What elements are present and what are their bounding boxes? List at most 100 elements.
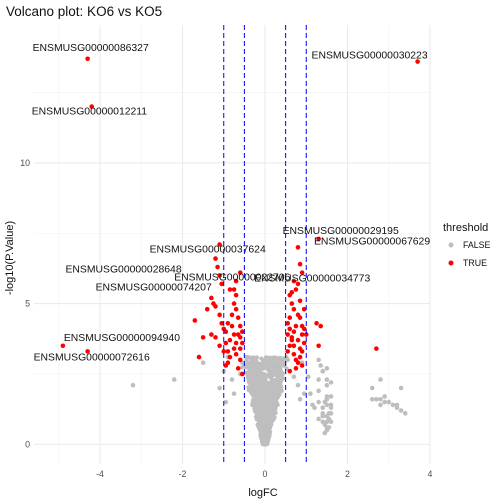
data-point-false (281, 363, 286, 368)
data-point-true (217, 273, 222, 278)
data-point-true (227, 337, 233, 343)
data-point-false (320, 411, 326, 416)
background-point (261, 421, 266, 426)
data-point-false (248, 388, 253, 394)
data-point-false (390, 402, 396, 408)
data-point-false (223, 399, 229, 405)
background-point (256, 408, 261, 413)
gene-label: ENSMUSG00000037624 (150, 245, 266, 256)
data-point-false (306, 374, 311, 380)
data-point-true (297, 261, 303, 267)
gene-label: ENSMUSG00000074207 (96, 282, 212, 293)
gene-labels: ENSMUSG00000086327 ENSMUSG00000030223 ENSM… (32, 43, 431, 364)
data-point-true (233, 340, 239, 346)
data-point-true (289, 301, 295, 306)
tick-labels: -4 -2 0 2 4 0 5 10 (20, 158, 432, 479)
background-point (257, 369, 262, 374)
data-point-false (291, 374, 297, 380)
data-point-true (303, 332, 309, 337)
gene-label: ENSMUSG00000029195 (283, 226, 399, 237)
data-point-true (217, 242, 222, 247)
data-point-true (301, 326, 307, 332)
data-point-false (328, 405, 334, 411)
data-point-true (233, 351, 239, 357)
legend-key-true (448, 260, 454, 266)
data-point-true (295, 360, 301, 365)
data-point-true (231, 332, 237, 337)
background-point (257, 414, 262, 419)
background-point (273, 397, 278, 403)
gene-label: ENSMUSG00000028648 (66, 265, 182, 276)
legend-label-true: TRUE (463, 258, 487, 268)
data-point-true (291, 351, 297, 357)
data-point-true (316, 236, 321, 242)
background-point (269, 375, 274, 381)
grid (34, 25, 431, 464)
background-point (254, 363, 259, 369)
background-point (263, 391, 268, 396)
background-point (268, 368, 273, 374)
background-point (277, 355, 282, 360)
background-point (253, 375, 258, 380)
data-point-true (291, 329, 297, 335)
background-point (275, 365, 280, 371)
data-point-false (398, 385, 404, 391)
data-point-false (200, 360, 206, 365)
data-point-true (415, 59, 420, 64)
gene-label: ENSMUSG00000086327 (33, 43, 149, 54)
data-point-false (318, 363, 323, 368)
data-point-true (237, 335, 243, 340)
background-point (273, 410, 278, 416)
data-point-true (89, 104, 95, 109)
data-point-false (308, 391, 313, 396)
background-point (251, 392, 256, 397)
data-point-true (204, 306, 210, 312)
data-point-true (297, 354, 303, 360)
background-point (254, 355, 259, 360)
data-point-true (200, 335, 206, 340)
background-point (259, 372, 264, 377)
data-point-false (266, 396, 272, 402)
data-point-true (235, 315, 241, 320)
data-point-true (289, 290, 295, 295)
data-point-true (233, 278, 239, 284)
data-point-true (209, 295, 214, 301)
background-point (264, 388, 269, 393)
data-point-true (233, 306, 239, 312)
data-point-false (130, 382, 136, 388)
data-point-false (326, 425, 332, 430)
background-point (246, 378, 251, 383)
data-point-false (231, 391, 237, 396)
background-point (257, 391, 262, 396)
data-point-false (328, 380, 334, 385)
background-point (250, 401, 255, 406)
background-point (258, 361, 263, 367)
background-point (260, 401, 265, 406)
data-point-true (219, 281, 224, 287)
data-points (60, 56, 420, 447)
data-point-true (215, 264, 220, 270)
legend-label-false: FALSE (463, 240, 491, 250)
background-point (267, 365, 272, 370)
data-point-false (382, 394, 387, 399)
data-point-false (316, 357, 321, 363)
data-point-false (285, 357, 290, 363)
data-point-false (324, 366, 330, 371)
data-point-false (316, 416, 321, 422)
data-point-true (293, 323, 299, 329)
data-point-true (240, 329, 245, 335)
data-point-false (301, 391, 307, 396)
data-point-true (219, 320, 224, 326)
data-point-true (227, 354, 233, 360)
gene-label: ENSMUSG00000072616 (34, 352, 150, 363)
background-point (263, 442, 268, 447)
gene-label: ENSMUSG00000030223 (312, 51, 428, 62)
data-point-true (295, 337, 301, 343)
data-point-true (213, 304, 218, 309)
background-point (259, 434, 264, 439)
x-tick-label: 0 (263, 469, 268, 479)
data-point-false (394, 402, 400, 408)
background-point (247, 367, 252, 373)
gene-label: ENSMUSG00000012211 (32, 107, 148, 118)
data-point-true (229, 323, 235, 329)
